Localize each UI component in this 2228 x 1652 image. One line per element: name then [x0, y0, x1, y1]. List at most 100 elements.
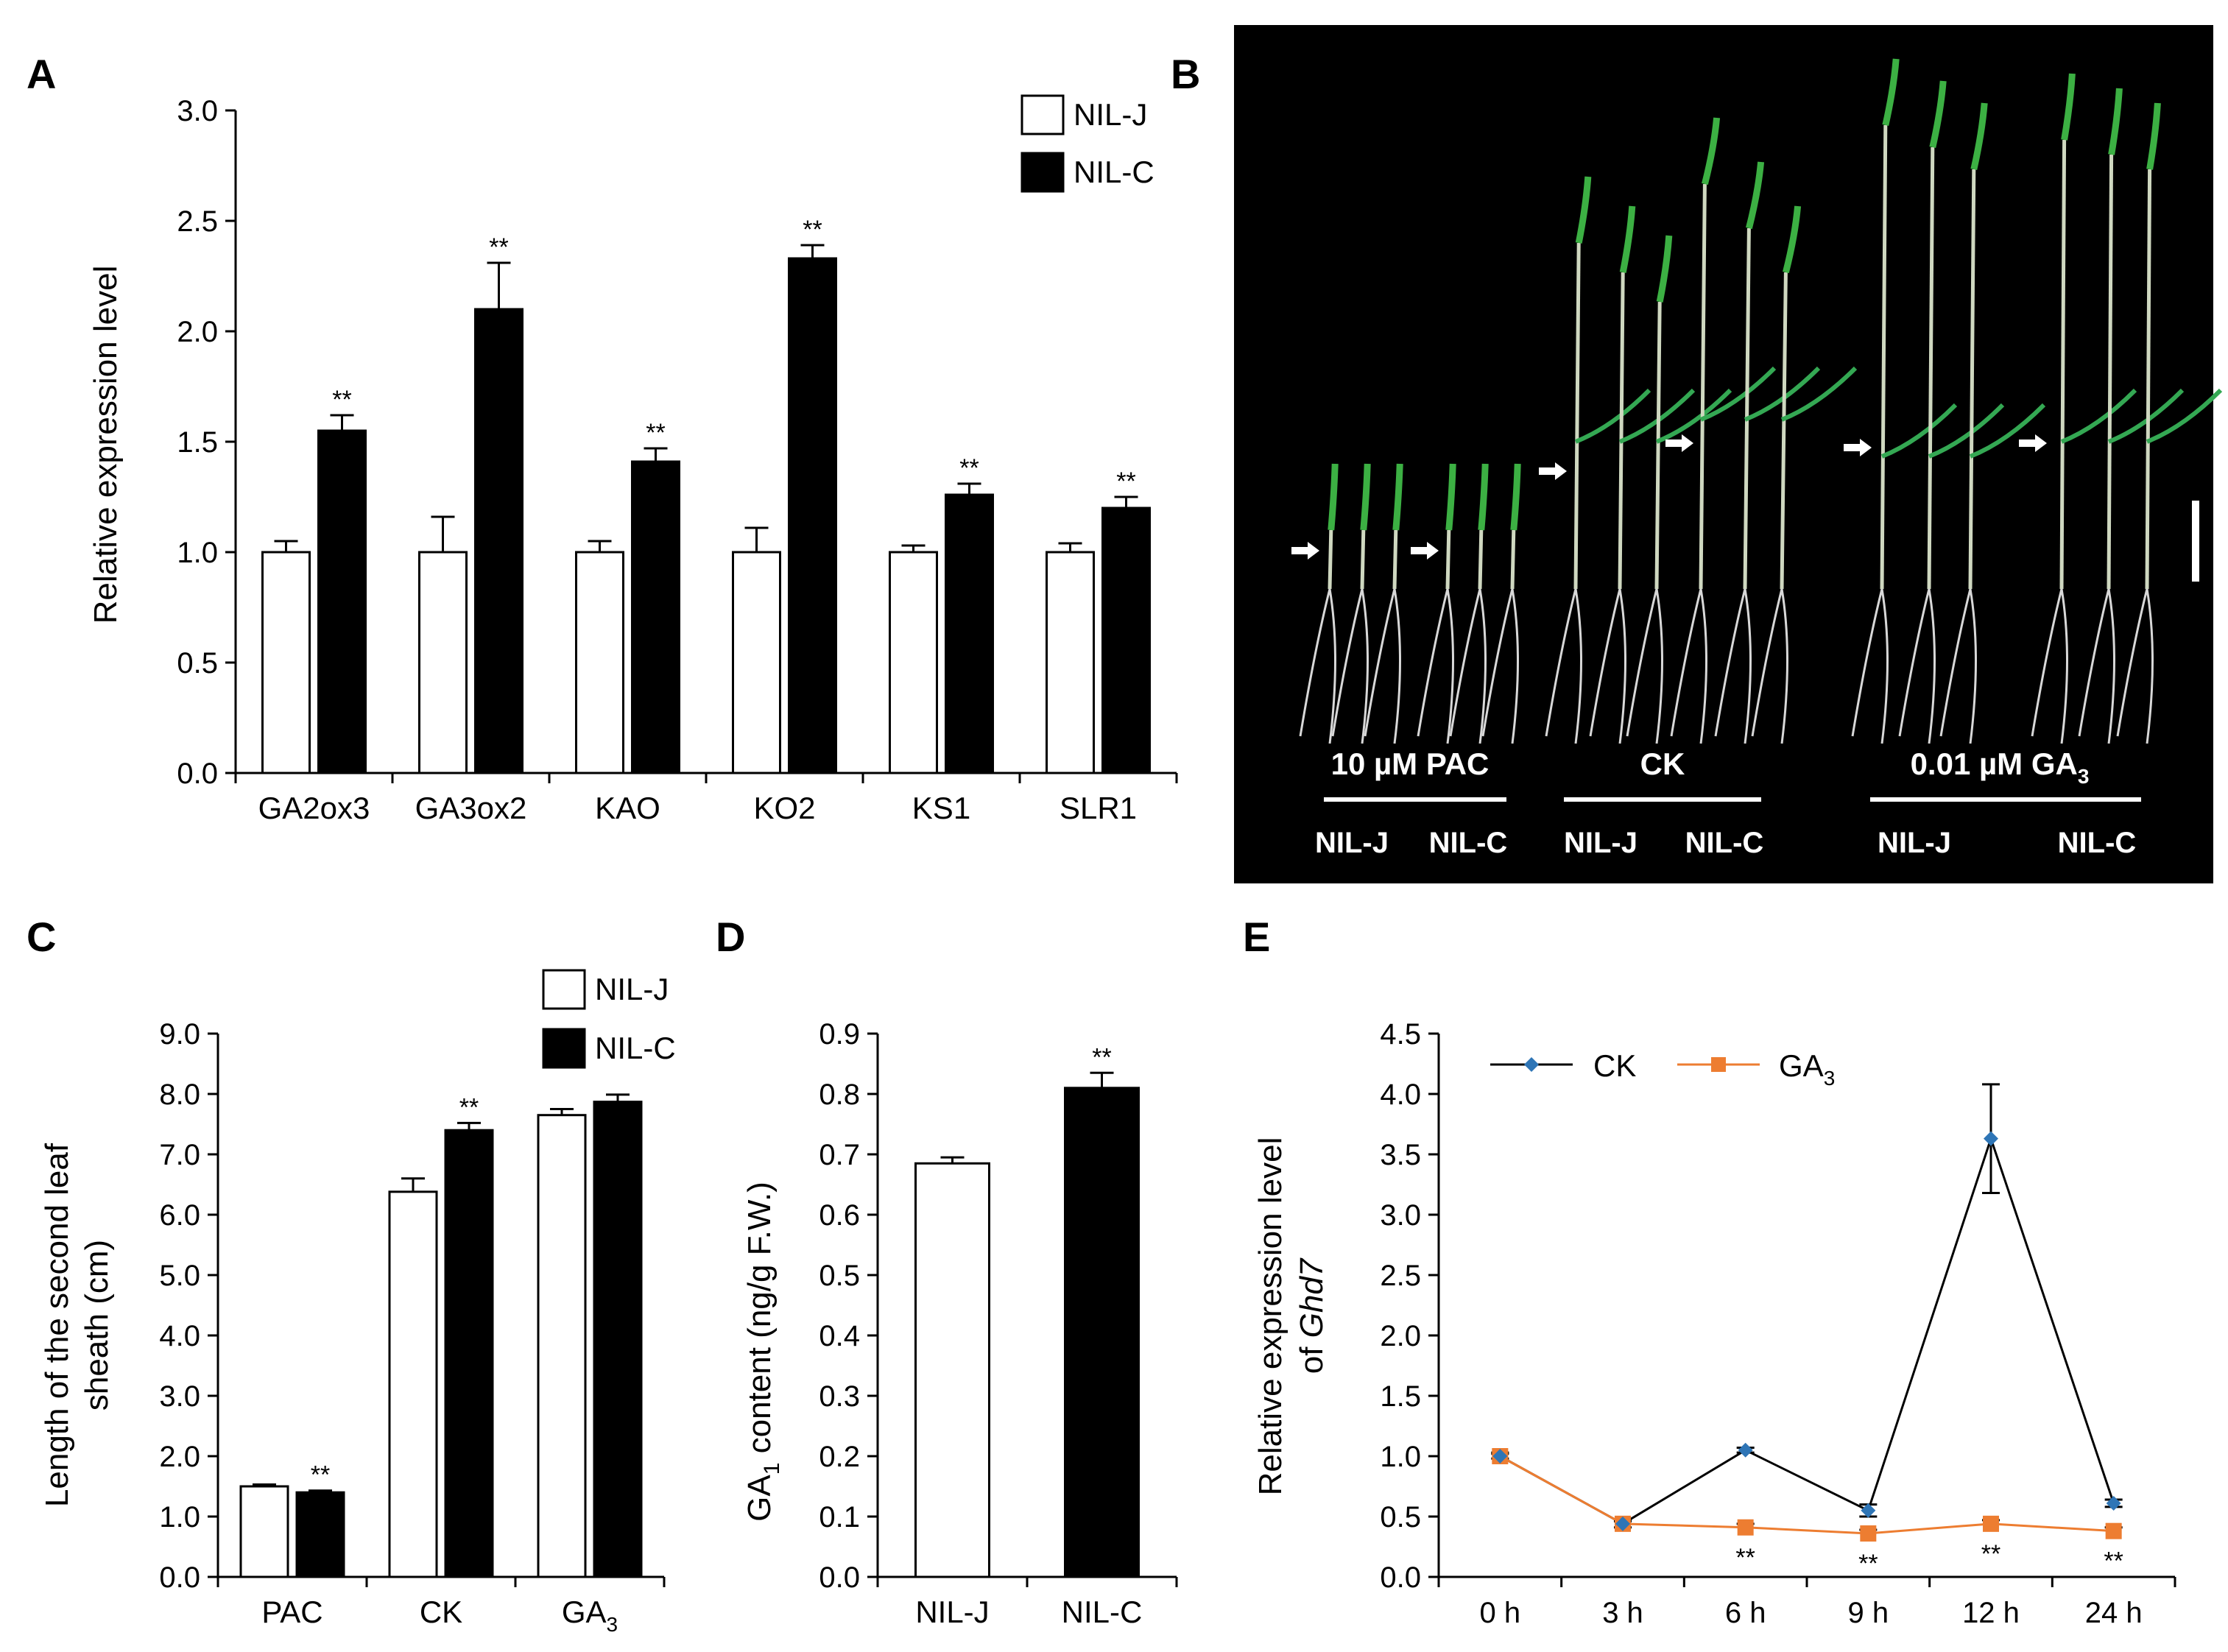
bar-c-nil-c — [295, 1491, 345, 1578]
bar-a-nil-c — [1101, 506, 1151, 774]
seedling-stem — [1743, 227, 1751, 590]
chart-a-y-tick-label: 0.5 — [177, 647, 218, 679]
series-line-ck — [1499, 1134, 2115, 1525]
chart-c-y-axis-label-line1: Length of the second leaf — [39, 1143, 75, 1507]
seedling-root — [2116, 588, 2154, 744]
seedling-stem — [1573, 242, 1581, 590]
seedling-root — [1545, 588, 1582, 744]
chart-c-x-tick-label: GA3 — [562, 1595, 618, 1636]
bar-a-nil-c — [945, 493, 994, 774]
legend-a-nil-c-label: NIL-C — [1074, 155, 1154, 189]
chart-a-y-tick-label: 2.0 — [177, 316, 218, 348]
legend-a-nil-j-label: NIL-J — [1074, 97, 1147, 132]
seedlings-illustration — [1291, 58, 2223, 744]
seedling-leaf — [1328, 463, 1339, 531]
seedling-stem — [1654, 301, 1662, 590]
seedling-leaf — [1783, 205, 1802, 274]
seedling-stem — [1328, 529, 1333, 590]
chart-e-y-tick-label: 1.5 — [1380, 1380, 1421, 1413]
bar-a-nil-j — [732, 551, 781, 774]
seedling-leaf — [1478, 463, 1489, 531]
significance-label-a: ** — [959, 454, 979, 482]
seedling-root — [1714, 588, 1752, 744]
chart-d-y-axis-label: GA1 content (ng/g F.W.) — [741, 1182, 784, 1522]
chart-a-x-tick-label: KAO — [595, 791, 660, 825]
seedling-leaf — [2146, 102, 2161, 170]
seedling-second-leaf — [1655, 388, 1732, 444]
chart-e-x-tick-label: 0 h — [1480, 1597, 1521, 1629]
seedling-stem — [1392, 529, 1398, 590]
seedling-leaf — [1882, 58, 1900, 126]
significance-label-e: ** — [1981, 1540, 2000, 1568]
seedling-root — [1331, 588, 1369, 744]
significance-label-d: ** — [1092, 1043, 1111, 1071]
bar-a-nil-c — [631, 460, 680, 774]
point-e-ck — [1738, 1442, 1753, 1458]
chart-c: Length of the second leaf sheath (cm) NI… — [39, 969, 676, 1507]
chart-e-y-tick-label: 4.0 — [1380, 1079, 1421, 1111]
bar-d — [1064, 1087, 1140, 1578]
seedling-stem — [1360, 529, 1366, 590]
point-e-ga3 — [2105, 1522, 2122, 1539]
chart-a-y-tick-label: 1.5 — [177, 426, 218, 459]
seedling-root — [1417, 588, 1454, 744]
legend-e-ck-marker — [1524, 1057, 1539, 1072]
panel-letter-c: C — [27, 914, 56, 960]
point-e-ck — [1984, 1131, 1998, 1146]
bar-c-nil-c — [444, 1129, 494, 1578]
series-line-ga3 — [1499, 1455, 2114, 1535]
seedling-arrow-icon — [1665, 434, 1693, 452]
seedling-arrow-icon — [1291, 542, 1319, 560]
seedling-second-leaf — [1780, 366, 1858, 422]
chart-e-y-axis-label-line1: Relative expression level — [1252, 1137, 1288, 1496]
seedling-leaf — [2108, 88, 2123, 155]
seedling-arrow-icon — [1539, 462, 1567, 480]
seedling-stem — [1927, 147, 1935, 590]
chart-a-y-tick-label: 3.0 — [177, 95, 218, 127]
chart-e-y-tick-label: 0.5 — [1380, 1501, 1421, 1533]
legend-c-nil-c-swatch — [542, 1028, 586, 1069]
significance-label-a: ** — [646, 419, 665, 447]
photo-b-treatment-ga3: 0.01 µM GA3 — [1911, 746, 2090, 788]
seedling-root — [1449, 588, 1487, 744]
seedling-stem — [1478, 529, 1484, 590]
seedling-root — [1299, 588, 1336, 744]
bar-c-nil-j — [388, 1190, 438, 1578]
legend-a-nil-c-swatch — [1020, 152, 1065, 193]
seedling-leaf — [1656, 235, 1673, 303]
significance-label-a: ** — [489, 233, 508, 261]
point-e-ck — [2106, 1495, 2121, 1511]
seedling-leaf — [2061, 73, 2076, 141]
seedling-second-leaf — [1928, 403, 2005, 459]
bar-a-nil-j — [418, 551, 468, 774]
seedling-leaf — [1392, 463, 1403, 531]
seedling-leaf — [1360, 463, 1371, 531]
significance-label-e: ** — [2104, 1547, 2123, 1575]
seedling-leaf — [1746, 161, 1765, 230]
seedling-leaf — [1510, 463, 1521, 531]
bar-a-nil-c — [317, 429, 367, 774]
chart-a-x-tick-label: GA3ox2 — [415, 791, 527, 825]
chart-e-x-tick-label: 9 h — [1848, 1597, 1889, 1629]
chart-d-y-tick-label: 0.3 — [819, 1380, 860, 1413]
seedling-leaf — [1575, 176, 1592, 244]
bar-d — [914, 1162, 990, 1578]
seedling-stem — [2145, 169, 2152, 590]
seedling-second-leaf — [1699, 366, 1777, 422]
significance-label-e: ** — [1735, 1544, 1755, 1572]
seedling-leaf — [1445, 463, 1456, 531]
chart-a-y-tick-label: 2.5 — [177, 205, 218, 238]
chart-a-x-tick-label: GA2ox3 — [258, 791, 370, 825]
chart-e-y-tick-label: 3.5 — [1380, 1139, 1421, 1171]
point-e-ga3 — [1983, 1515, 1999, 1532]
chart-c-y-tick-label: 3.0 — [159, 1380, 200, 1413]
chart-e-y-tick-label: 0.0 — [1380, 1561, 1421, 1594]
legend-e-ga3-marker — [1711, 1057, 1726, 1072]
chart-a-x-tick-label: KS1 — [912, 791, 970, 825]
chart-a-y-tick-label: 0.0 — [177, 758, 218, 790]
significance-label-e: ** — [1858, 1550, 1878, 1578]
chart-c-y-tick-label: 8.0 — [159, 1079, 200, 1111]
chart-marks: 0.0 0.5 1.0 1.5 2.0 2.5 3.0 ** GA2ox3 ** GA3ox2 ** K… — [159, 95, 2176, 1636]
